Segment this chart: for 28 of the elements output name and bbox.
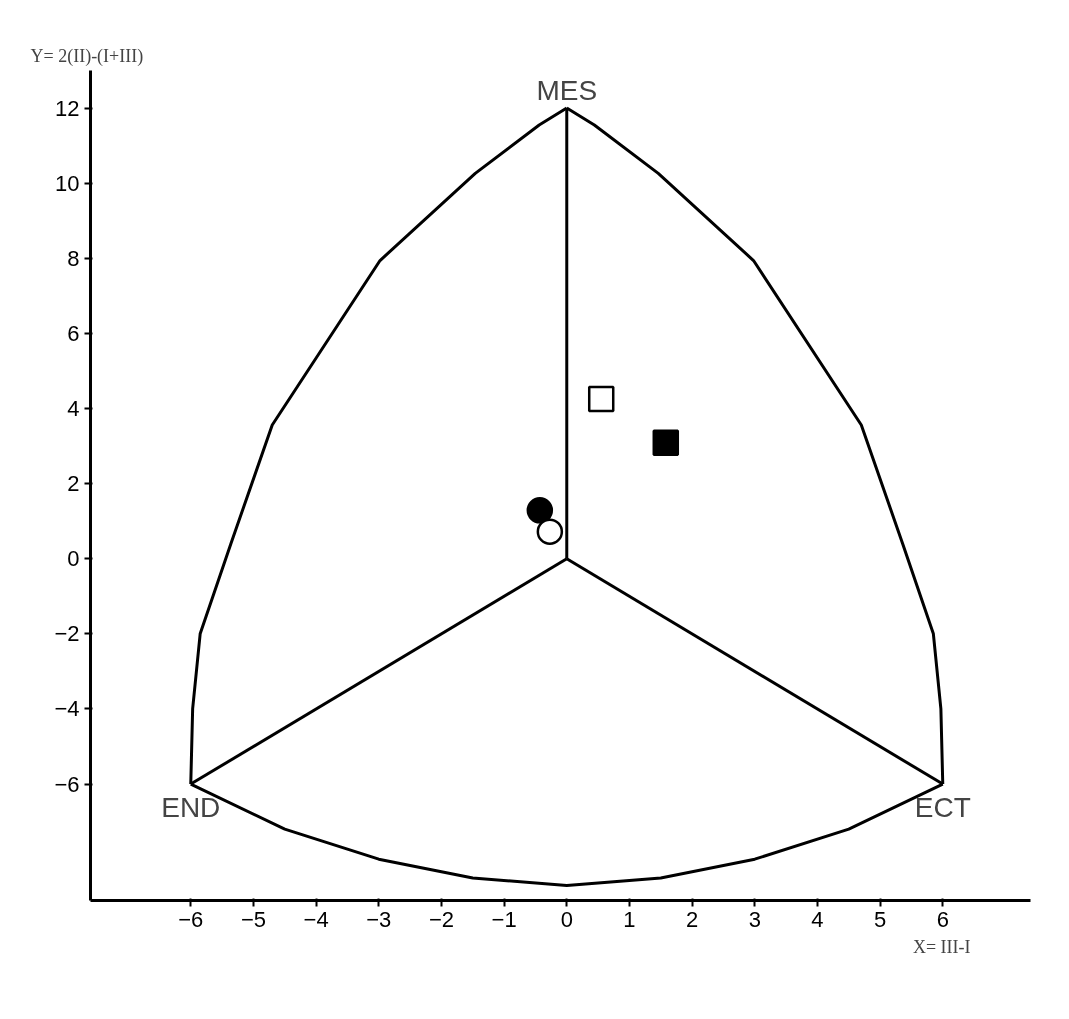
y-tick-label: 10 xyxy=(55,170,80,196)
annotation: ECT xyxy=(914,792,971,824)
y-tick-label: 12 xyxy=(55,95,80,121)
x-tick-label: 1 xyxy=(623,906,636,932)
x-tick-label: −2 xyxy=(428,906,454,932)
y-tick-label: 6 xyxy=(67,320,80,346)
y-tick-label: −4 xyxy=(54,696,80,722)
x-tick-label: −3 xyxy=(366,906,392,932)
x-tick-label: 5 xyxy=(873,906,887,932)
y-tick-label: −6 xyxy=(54,771,80,797)
x-tick-label: 2 xyxy=(685,906,699,932)
y-tick-label: 4 xyxy=(67,396,80,422)
x-tick-label: 0 xyxy=(560,906,573,932)
y-tick-label: 2 xyxy=(67,471,80,497)
x-tick-label: −6 xyxy=(178,906,204,932)
annotation: END xyxy=(161,792,221,824)
x-tick-label: 6 xyxy=(936,906,949,932)
x-tick-label: −5 xyxy=(240,906,266,932)
x-axis-title: X= III-I xyxy=(912,936,971,957)
y-axis-title: Y= 2(II)-(I+III) xyxy=(30,45,144,67)
x-tick-label: 3 xyxy=(748,906,761,932)
x-tick-label: −4 xyxy=(303,906,329,932)
annotation: MES xyxy=(536,75,598,107)
y-tick-label: −2 xyxy=(54,621,80,647)
y-tick-label: 8 xyxy=(67,245,80,271)
x-tick-label: −1 xyxy=(491,906,517,932)
y-tick-label: 0 xyxy=(67,546,80,572)
x-tick-label: 4 xyxy=(811,906,824,932)
